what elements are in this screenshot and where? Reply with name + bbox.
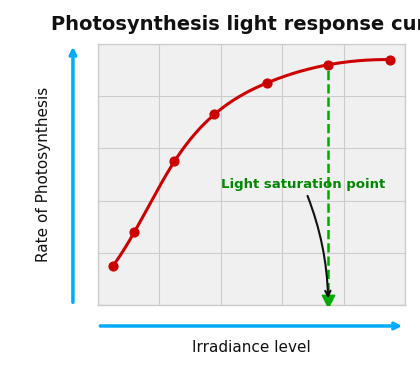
X-axis label: Irradiance level: Irradiance level [192,340,311,356]
Text: Light saturation point: Light saturation point [220,177,385,296]
Point [325,62,331,68]
Point [325,298,331,304]
Point [211,111,218,117]
Point [110,263,116,269]
Title: Photosynthesis light response curve: Photosynthesis light response curve [51,15,420,34]
Point [386,57,393,63]
Point [171,158,178,165]
Point [131,229,138,235]
Point [263,80,270,86]
Y-axis label: Rate of Photosynthesis: Rate of Photosynthesis [36,87,51,262]
